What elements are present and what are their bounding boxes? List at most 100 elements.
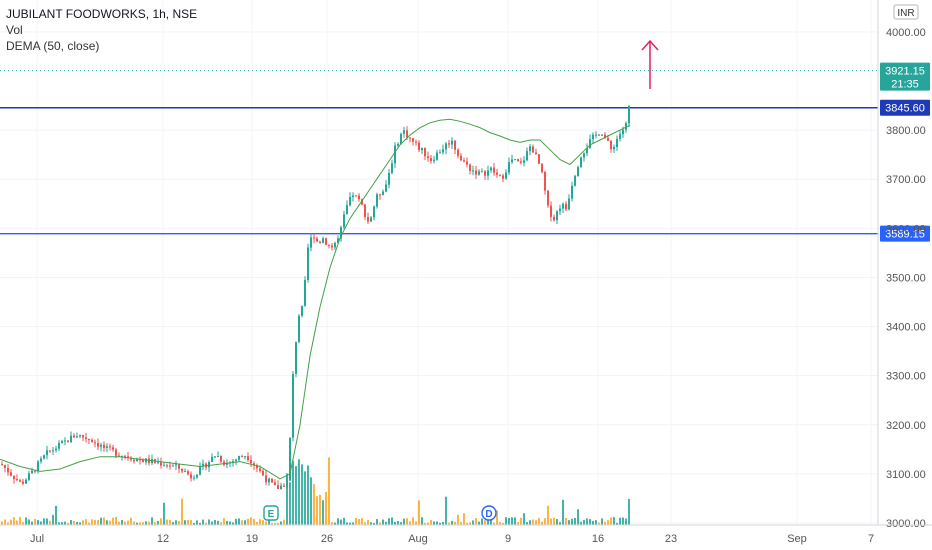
candle xyxy=(328,244,330,246)
countdown-label: 21:35 xyxy=(891,79,919,91)
volume-bar xyxy=(241,520,243,525)
volume-bar xyxy=(514,517,516,525)
candle xyxy=(562,203,564,209)
volume-bar xyxy=(136,522,138,525)
volume-bar xyxy=(478,521,480,525)
volume-bar xyxy=(217,520,219,525)
volume-bar xyxy=(277,522,279,525)
candle xyxy=(331,245,333,248)
candle xyxy=(343,214,345,228)
volume-bar xyxy=(391,517,393,525)
volume-bar xyxy=(67,522,69,525)
dema-line xyxy=(0,118,631,480)
volume-bar xyxy=(607,520,609,525)
candle xyxy=(382,191,384,195)
candle xyxy=(121,455,123,457)
candle xyxy=(439,152,441,154)
volume-bar xyxy=(583,519,585,525)
candle xyxy=(262,470,264,476)
candle xyxy=(13,475,15,480)
candle xyxy=(589,139,591,148)
volume-bar xyxy=(544,518,546,525)
volume-bar xyxy=(526,522,528,525)
candle xyxy=(340,227,342,239)
x-tick-label: 23 xyxy=(665,533,677,545)
volume-bar xyxy=(13,517,15,525)
volume-bar xyxy=(319,494,321,525)
candle xyxy=(4,465,6,468)
volume-bar xyxy=(307,465,309,525)
x-tick-label: 7 xyxy=(868,533,874,545)
candle xyxy=(502,175,504,179)
volume-bar xyxy=(115,517,117,525)
arrow-head-icon xyxy=(641,39,659,51)
candle xyxy=(94,442,96,444)
volume-bar xyxy=(127,520,129,525)
volume-bar xyxy=(211,521,213,525)
candle xyxy=(379,194,381,196)
volume-bar xyxy=(445,496,447,525)
candle xyxy=(298,315,300,343)
candle xyxy=(181,468,183,472)
candle xyxy=(403,130,405,134)
volume-bar xyxy=(613,517,615,525)
candle xyxy=(292,373,294,438)
volume-bar xyxy=(139,522,141,525)
volume-bar xyxy=(154,522,156,525)
level-price-tag xyxy=(880,99,930,116)
volume-bar xyxy=(484,520,486,525)
volume-bar xyxy=(253,518,255,525)
candle xyxy=(313,237,315,239)
volume-bar xyxy=(469,522,471,525)
volume-bar xyxy=(55,505,57,525)
candle xyxy=(436,152,438,160)
candle xyxy=(166,465,168,467)
x-tick-label: 26 xyxy=(321,533,333,545)
y-tick-label: 3100.00 xyxy=(886,469,926,481)
candle xyxy=(520,161,522,163)
x-tick-label: 12 xyxy=(157,533,169,545)
volume-bar xyxy=(196,520,198,525)
candle xyxy=(493,167,495,173)
volume-bar xyxy=(490,517,492,525)
volume-bar xyxy=(106,520,108,525)
candle xyxy=(289,437,291,481)
volume-bar xyxy=(184,520,186,525)
candle xyxy=(88,438,90,440)
candle xyxy=(226,463,228,465)
candle xyxy=(568,198,570,210)
candle xyxy=(349,197,351,206)
candle xyxy=(508,162,510,173)
candle xyxy=(259,468,261,471)
y-tick-label: 3500.00 xyxy=(886,272,926,284)
volume-bar xyxy=(133,521,135,525)
volume-bar xyxy=(280,521,282,525)
candle xyxy=(256,465,258,469)
candle xyxy=(142,460,144,463)
candle xyxy=(454,140,456,150)
volume-bar xyxy=(619,517,621,525)
candle xyxy=(511,159,513,163)
candle xyxy=(607,137,609,141)
candle xyxy=(319,241,321,243)
volume-bar xyxy=(451,520,453,525)
volume-bar xyxy=(232,522,234,525)
volume-bar xyxy=(346,522,348,525)
candle xyxy=(583,153,585,158)
candle xyxy=(187,471,189,475)
last-price-label: 3921.15 xyxy=(885,66,925,78)
y-tick-label: 3700.00 xyxy=(886,174,926,186)
candle xyxy=(625,123,627,130)
candle xyxy=(241,456,243,458)
candle xyxy=(265,475,267,483)
candle xyxy=(469,164,471,171)
volume-bar xyxy=(310,477,312,525)
candle xyxy=(595,134,597,136)
volume-bar xyxy=(22,522,24,525)
candle xyxy=(220,456,222,462)
volume-bar xyxy=(562,499,564,525)
candle xyxy=(412,138,414,142)
candle xyxy=(445,143,447,150)
volume-bar xyxy=(268,519,270,525)
